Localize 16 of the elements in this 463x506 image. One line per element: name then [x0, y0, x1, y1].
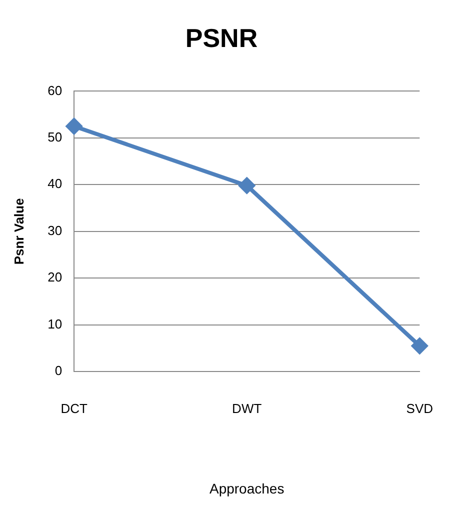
x-tick-label: DWT: [232, 400, 262, 416]
y-tick-label: 40: [48, 176, 62, 192]
point: [412, 338, 428, 354]
point: [66, 118, 82, 134]
y-tick-label: 60: [48, 82, 62, 98]
y-tick-label: 0: [54, 363, 62, 378]
x-axis-title: Approaches: [209, 480, 284, 496]
x-tick-label: DCT: [60, 400, 88, 416]
point: [238, 178, 255, 194]
y-tick-label: 30: [48, 222, 62, 238]
x-tick-label: SVD: [406, 400, 433, 416]
y-tick-label: 50: [48, 130, 62, 145]
y-tick-label: 20: [48, 270, 62, 285]
y-tick-label: 10: [48, 316, 62, 332]
y-axis-title: Psnr Value: [11, 198, 26, 265]
chart-title: PSNR: [185, 22, 258, 53]
